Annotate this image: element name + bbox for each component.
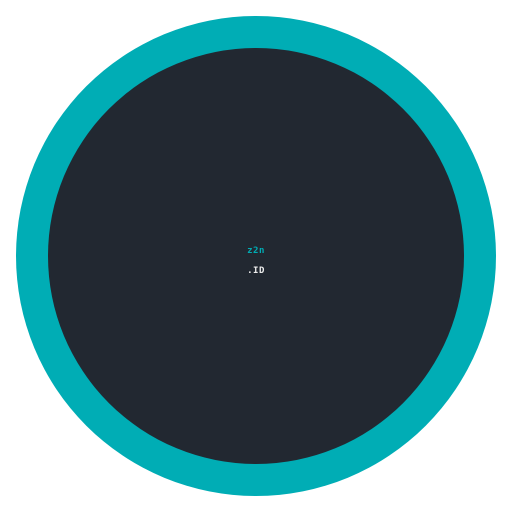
logo-suffix: .ID (247, 266, 265, 276)
logo-wordmark: z2n (247, 246, 265, 256)
logo-inner-disc (48, 48, 464, 464)
logo-outer-ring (16, 16, 496, 496)
